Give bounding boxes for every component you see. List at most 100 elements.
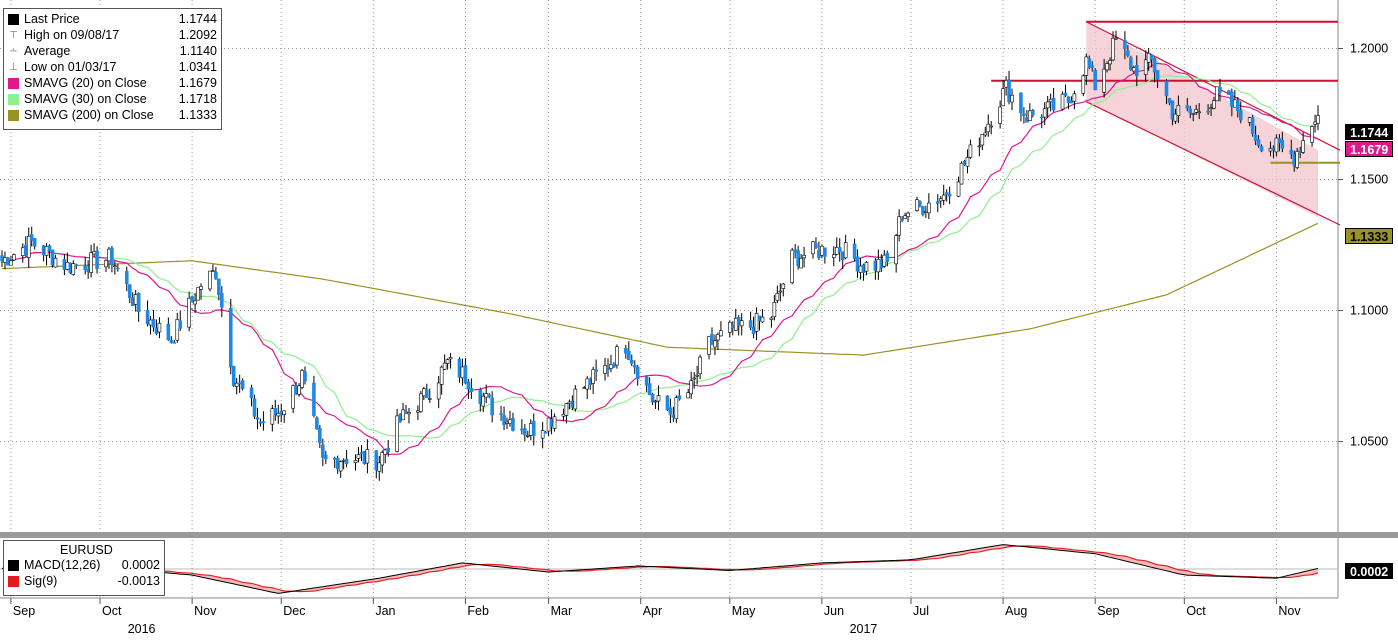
legend-value: 1.1679: [178, 76, 217, 90]
candle-body: [154, 327, 159, 334]
candle-body: [760, 316, 765, 323]
candle-body: [231, 365, 236, 386]
candle-body: [124, 271, 129, 284]
candle-body: [820, 245, 824, 256]
candle-body: [1188, 108, 1193, 114]
candle-body: [6, 257, 10, 266]
candle-body: [1164, 80, 1169, 97]
candle-body: [573, 388, 578, 410]
candle-body: [861, 264, 866, 273]
candle-body: [1129, 57, 1133, 70]
macd-legend-label: MACD(12,26): [24, 558, 101, 572]
candle-body: [407, 412, 411, 415]
x-tick-label: Mar: [551, 604, 573, 618]
candle-body: [606, 367, 610, 371]
candle-body: [312, 382, 316, 416]
candle-body: [594, 369, 598, 372]
candle-body: [733, 317, 738, 331]
candle-body: [1230, 91, 1234, 107]
candle-body: [1298, 150, 1302, 153]
candle-body: [814, 243, 818, 249]
candle-body: [989, 125, 994, 128]
legend-row: ∸ Average 1.1140: [8, 43, 217, 59]
candle-body: [211, 270, 215, 272]
candle-body: [564, 403, 569, 416]
candle-body: [26, 236, 31, 258]
candle-body: [915, 199, 919, 211]
candle-body: [502, 415, 506, 426]
candle-body: [1039, 116, 1044, 119]
sma20-badge: 1.1679: [1345, 141, 1394, 157]
x-tick-label: Nov: [194, 604, 217, 618]
candle-body: [629, 359, 634, 364]
candle-body: [924, 210, 928, 213]
candle-body: [1114, 37, 1118, 40]
candle-body: [460, 366, 465, 379]
candle-body: [1028, 110, 1032, 121]
candle-body: [1173, 113, 1178, 122]
candle-body: [713, 340, 717, 348]
candle-body: [837, 247, 842, 252]
candle-body: [1197, 111, 1201, 114]
candle-body: [998, 106, 1002, 124]
candle-body: [1292, 154, 1297, 166]
candle-body: [1227, 90, 1231, 95]
candle-body: [116, 267, 120, 270]
candle-body: [439, 366, 444, 385]
candle-body: [695, 374, 699, 377]
macd-legend-row-macd: MACD(12,26) 0.0002: [8, 557, 160, 573]
legend-value: 1.0341: [178, 60, 217, 74]
candle-body: [130, 297, 135, 307]
candle-body: [273, 408, 278, 416]
candle-body: [386, 448, 390, 452]
legend-row: SMAVG (200) on Close 1.1333: [8, 107, 217, 123]
candle-body: [543, 432, 548, 434]
candle-body: [89, 252, 93, 273]
candle-body: [728, 321, 732, 333]
candle-body: [873, 260, 878, 271]
legend-label: Last Price: [24, 12, 80, 26]
macd-badge: 0.0002: [1345, 563, 1394, 579]
x-tick-label: May: [732, 604, 756, 618]
candle-body: [823, 247, 827, 257]
candle-body: [858, 265, 863, 273]
candle-body: [145, 309, 150, 325]
candle-body: [1238, 110, 1243, 121]
candle-body: [927, 202, 931, 214]
candle-body: [44, 246, 49, 256]
candle-body: [882, 254, 887, 267]
legend-value: 1.1718: [178, 92, 217, 106]
candle-body: [879, 259, 884, 269]
panel-divider: [0, 532, 1398, 538]
candle-body: [1108, 60, 1112, 65]
candle-body: [668, 407, 673, 415]
macd-legend-value: 0.0002: [121, 558, 160, 572]
candle-body: [903, 215, 907, 219]
candle-body: [20, 247, 25, 256]
candle-body: [419, 393, 423, 412]
year-label: 2016: [128, 622, 156, 636]
candle-body: [172, 342, 177, 344]
candle-body: [1132, 67, 1136, 72]
candle-body: [282, 410, 287, 415]
candle-body: [632, 364, 637, 368]
candle-body: [1167, 97, 1172, 104]
candle-body: [719, 330, 723, 337]
candle-body: [570, 400, 575, 408]
candle-body: [169, 339, 174, 343]
candle-body: [635, 366, 640, 380]
macd-legend-title: EURUSD: [60, 543, 113, 557]
candle-body: [136, 292, 141, 312]
candle-body: [885, 252, 890, 262]
x-tick-label: Aug: [1005, 604, 1027, 618]
candle-body: [1316, 115, 1320, 124]
candle-body: [193, 300, 197, 305]
candle-body: [1066, 96, 1071, 104]
candle-body: [944, 192, 949, 195]
candle-body: [778, 290, 783, 293]
candle-body: [627, 350, 631, 361]
candle-body: [258, 421, 263, 424]
candle-body: [894, 235, 898, 265]
candle-body: [1268, 148, 1273, 152]
